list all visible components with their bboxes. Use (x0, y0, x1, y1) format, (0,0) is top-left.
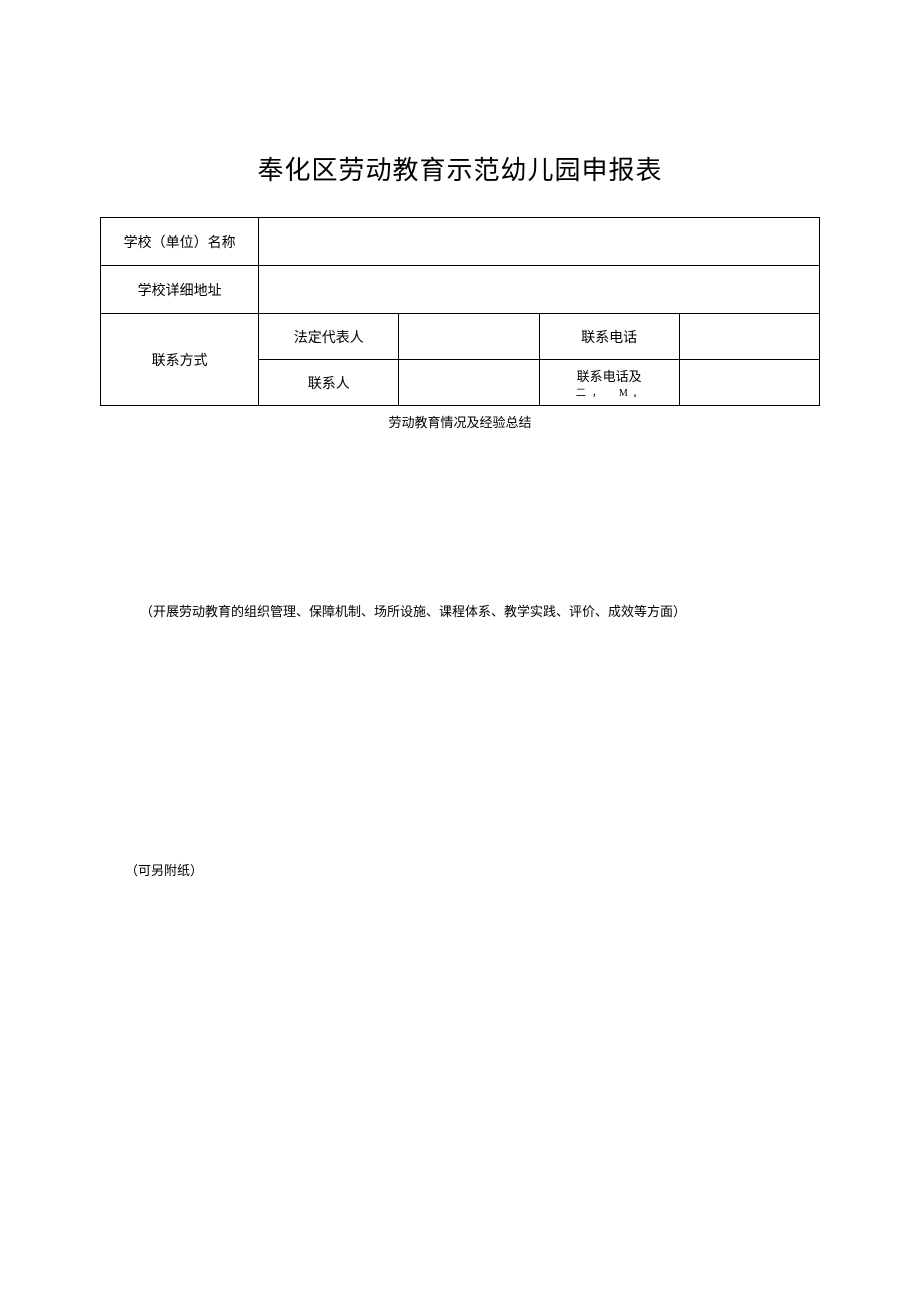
row-school-name: 学校（单位）名称 (101, 218, 820, 266)
value-legal-rep (399, 314, 539, 360)
form-title: 奉化区劳动教育示范幼儿园申报表 (100, 150, 820, 187)
value-school-name (259, 218, 820, 266)
value-contact-phone (679, 360, 819, 406)
label-contact-phone: 联系电话及 二， Mₐ (539, 360, 679, 406)
label-legal-rep: 法定代表人 (259, 314, 399, 360)
label-school-name: 学校（单位）名称 (101, 218, 259, 266)
value-school-address (259, 266, 820, 314)
note-text: （可另附纸） (100, 860, 820, 879)
document-page: 奉化区劳动教育示范幼儿园申报表 学校（单位）名称 学校详细地址 联系方式 法定代… (0, 0, 920, 879)
label-school-address: 学校详细地址 (101, 266, 259, 314)
description-text: （开展劳动教育的组织管理、保障机制、场所设施、课程体系、教学实践、评价、成效等方… (100, 601, 820, 620)
section-header: 劳动教育情况及经验总结 (100, 412, 820, 431)
label-legal-phone: 联系电话 (539, 314, 679, 360)
value-contact-person (399, 360, 539, 406)
label-contact-method: 联系方式 (101, 314, 259, 406)
label-contact-phone-sub: 二， Mₐ (540, 387, 679, 401)
label-contact-person: 联系人 (259, 360, 399, 406)
value-legal-phone (679, 314, 819, 360)
label-contact-phone-text: 联系电话及 (577, 369, 642, 384)
row-legal-rep: 联系方式 法定代表人 联系电话 (101, 314, 820, 360)
application-table: 学校（单位）名称 学校详细地址 联系方式 法定代表人 联系电话 联系人 联系电话… (100, 217, 820, 406)
row-school-address: 学校详细地址 (101, 266, 820, 314)
